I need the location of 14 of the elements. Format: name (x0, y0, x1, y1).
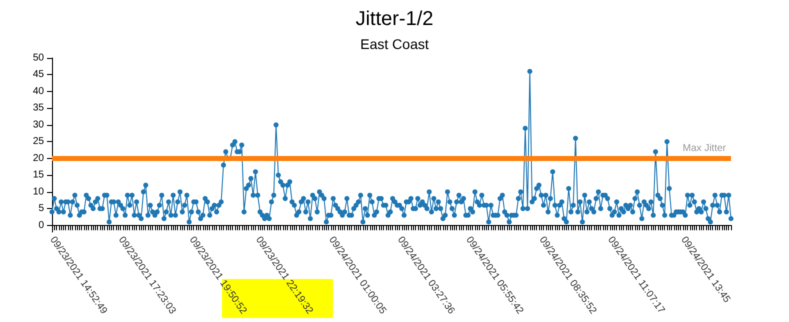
y-tick-label: 15 (32, 170, 44, 181)
y-tick-label: 35 (32, 102, 44, 114)
y-tick-label: 0 (38, 220, 44, 231)
y-tick-label: 30 (32, 119, 44, 130)
ref-line-label: Max Jitter (682, 142, 727, 154)
y-tick-label: 10 (32, 186, 44, 198)
chart-subtitle: East Coast (360, 36, 429, 52)
y-tick-label: 5 (38, 203, 44, 214)
y-tick-label: 45 (32, 69, 44, 80)
y-tick-label: 50 (32, 52, 44, 64)
y-tick-label: 40 (32, 86, 44, 97)
chart-title: Jitter-1/2 (356, 8, 434, 30)
y-tick-label: 25 (32, 136, 44, 148)
y-tick-label: 20 (32, 152, 44, 164)
